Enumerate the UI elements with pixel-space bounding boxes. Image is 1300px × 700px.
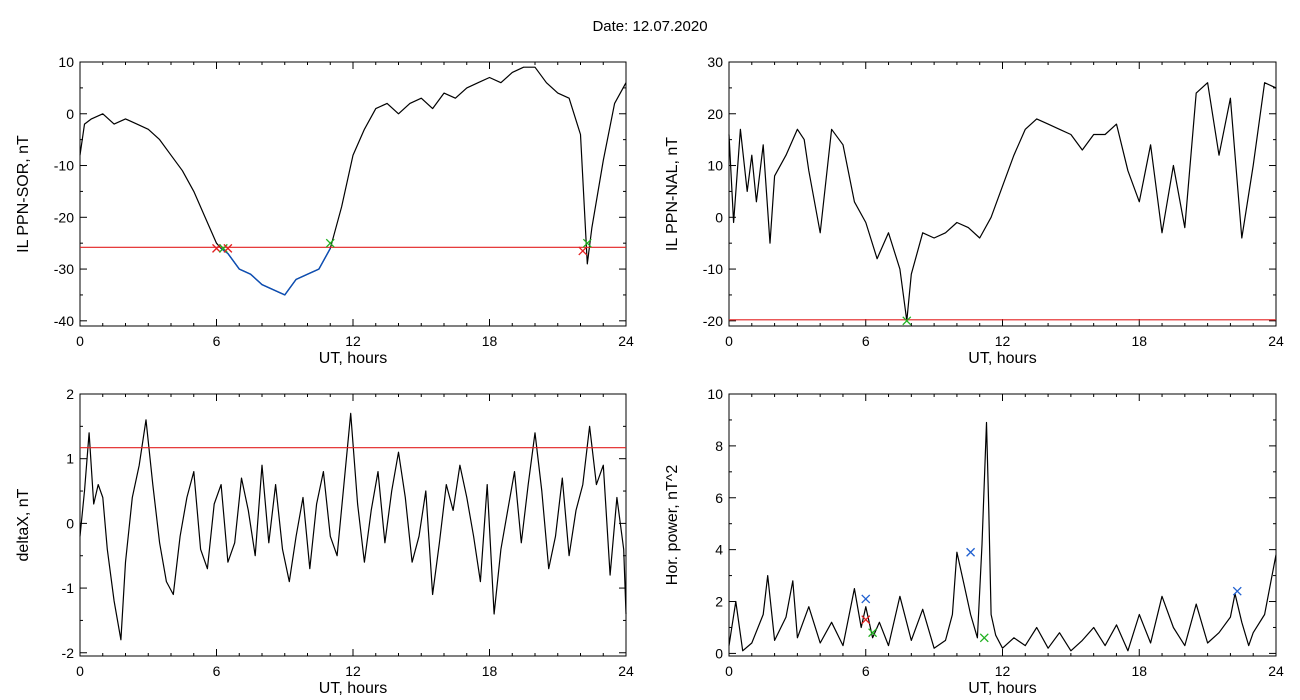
event-marker (861, 615, 871, 625)
plot-frame (79, 61, 627, 327)
chart-panel-2: 0 6 12 18 24 30 20 10 0 -10 -20 UT, hours IL PPN-NAL… (664, 54, 1284, 367)
y-tick-label: -30 (54, 261, 74, 277)
y-tick-label: 2 (66, 386, 74, 402)
x-axis-label: UT, hours (968, 350, 1036, 367)
y-tick-label: 6 (715, 490, 723, 506)
figure-title: Date: 12.07.2020 (592, 18, 708, 35)
plot-frame (728, 61, 1277, 327)
event-marker (868, 628, 878, 638)
y-tick-label: 1 (66, 451, 74, 467)
y-axis-label: IL PPN-SOR, nT (15, 135, 32, 253)
y-tick-label: 10 (58, 54, 74, 70)
x-tick-label: 6 (862, 333, 870, 349)
x-tick-label: 0 (725, 333, 733, 349)
y-tick-label: 30 (707, 54, 723, 70)
event-marker (1232, 586, 1242, 596)
chart-panel-4: 0 6 12 18 24 10 8 6 4 2 0 UT, hours Hor. power, nT^2 (664, 386, 1284, 697)
highlight-series-line (220, 247, 331, 296)
chart-panel-3: 0 6 12 18 24 2 1 0 -1 -2 UT, hours deltaX, nT (15, 386, 634, 697)
y-tick-label: 0 (715, 645, 723, 661)
event-marker (582, 238, 592, 248)
data-series-line (728, 421, 1277, 652)
x-tick-label: 24 (618, 333, 634, 349)
y-tick-label: 4 (715, 542, 723, 558)
plot-frame (79, 393, 627, 657)
event-marker (861, 594, 871, 604)
event-marker (902, 316, 912, 326)
x-tick-label: 24 (618, 663, 634, 679)
x-tick-label: 12 (995, 333, 1011, 349)
x-tick-label: 0 (76, 333, 84, 349)
x-tick-label: 0 (76, 663, 84, 679)
y-tick-label: -20 (703, 313, 723, 329)
event-marker (979, 633, 989, 643)
event-marker (966, 547, 976, 557)
event-marker (578, 246, 588, 256)
x-tick-label: 6 (862, 663, 870, 679)
x-tick-label: 18 (1131, 333, 1147, 349)
x-tick-label: 18 (482, 663, 498, 679)
y-tick-label: -10 (703, 261, 723, 277)
data-series-line (728, 82, 1277, 322)
y-tick-label: 0 (715, 209, 723, 225)
y-tick-label: 0 (66, 515, 74, 531)
y-tick-label: 8 (715, 438, 723, 454)
x-tick-label: 12 (995, 663, 1011, 679)
x-tick-label: 0 (725, 663, 733, 679)
y-tick-label: -1 (62, 580, 75, 596)
y-tick-label: 20 (707, 106, 723, 122)
x-tick-label: 6 (213, 663, 221, 679)
plot-frame (728, 393, 1277, 657)
y-axis-label: IL PPN-NAL, nT (664, 137, 681, 251)
y-tick-label: 10 (707, 158, 723, 174)
data-series-line (79, 66, 627, 296)
x-tick-label: 24 (1268, 663, 1284, 679)
x-tick-label: 18 (1131, 663, 1147, 679)
y-tick-label: -10 (54, 158, 74, 174)
x-axis-label: UT, hours (968, 680, 1036, 697)
y-tick-label: 2 (715, 594, 723, 610)
event-marker (223, 243, 233, 253)
event-marker (212, 243, 221, 253)
x-tick-label: 24 (1268, 333, 1284, 349)
y-axis-label: Hor. power, nT^2 (664, 465, 681, 586)
chart-panel-1: 0 6 12 18 24 10 0 -10 -20 -30 -40 UT, hours IL PPN-S… (15, 54, 634, 367)
x-axis-label: UT, hours (319, 680, 387, 697)
y-tick-label: -20 (54, 209, 74, 225)
x-axis-label: UT, hours (319, 350, 387, 367)
data-series-line (79, 412, 627, 641)
y-tick-label: 10 (707, 386, 723, 402)
y-tick-label: -40 (54, 313, 74, 329)
y-axis-label: deltaX, nT (15, 488, 32, 561)
y-tick-label: 0 (66, 106, 74, 122)
x-tick-label: 18 (482, 333, 498, 349)
x-tick-label: 12 (345, 663, 361, 679)
x-tick-label: 6 (213, 333, 221, 349)
y-tick-label: -2 (62, 645, 75, 661)
x-tick-label: 12 (345, 333, 361, 349)
event-marker (325, 238, 335, 248)
